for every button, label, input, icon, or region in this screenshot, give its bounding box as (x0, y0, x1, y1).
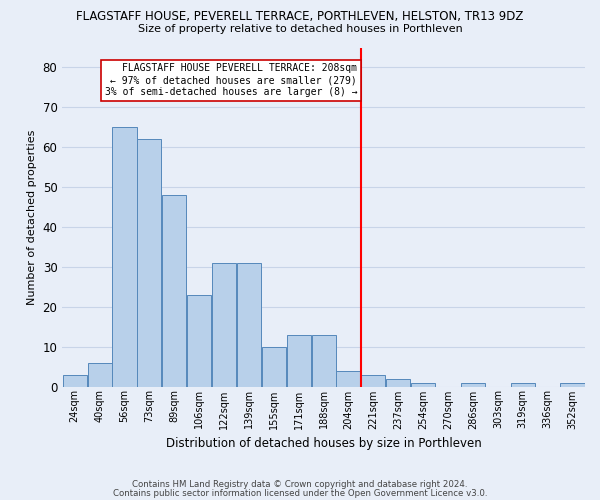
Bar (287, 334, 311, 386)
X-axis label: Distribution of detached houses by size in Porthleven: Distribution of detached houses by size … (166, 437, 482, 450)
Bar (187, 295, 211, 386)
Bar (386, 378, 410, 386)
Bar (337, 370, 361, 386)
Bar (461, 382, 485, 386)
Bar (162, 195, 187, 386)
Bar (88, 362, 112, 386)
Bar (361, 374, 385, 386)
Y-axis label: Number of detached properties: Number of detached properties (27, 130, 37, 304)
Text: FLAGSTAFF HOUSE, PEVERELL TERRACE, PORTHLEVEN, HELSTON, TR13 9DZ: FLAGSTAFF HOUSE, PEVERELL TERRACE, PORTH… (76, 10, 524, 23)
Bar (411, 382, 435, 386)
Bar (112, 128, 137, 386)
Text: Size of property relative to detached houses in Porthleven: Size of property relative to detached ho… (137, 24, 463, 34)
Text: Contains public sector information licensed under the Open Government Licence v3: Contains public sector information licen… (113, 488, 487, 498)
Bar (560, 382, 584, 386)
Text: FLAGSTAFF HOUSE PEVERELL TERRACE: 208sqm
← 97% of detached houses are smaller (2: FLAGSTAFF HOUSE PEVERELL TERRACE: 208sqm… (104, 64, 357, 96)
Bar (62, 374, 87, 386)
Bar (262, 346, 286, 387)
Bar (137, 139, 161, 386)
Bar (511, 382, 535, 386)
Text: Contains HM Land Registry data © Crown copyright and database right 2024.: Contains HM Land Registry data © Crown c… (132, 480, 468, 489)
Bar (212, 263, 236, 386)
Bar (237, 263, 261, 386)
Bar (311, 334, 336, 386)
